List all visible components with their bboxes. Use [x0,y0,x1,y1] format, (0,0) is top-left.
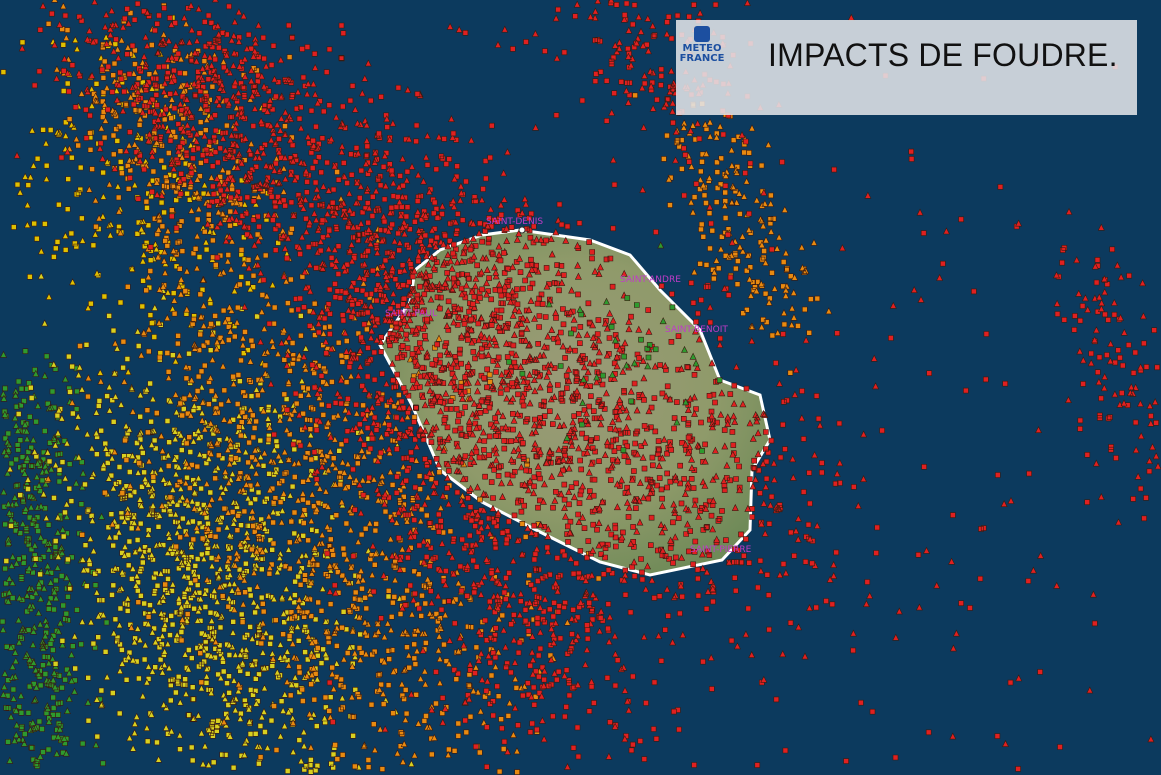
place-label: SAINT-DENIS [486,217,543,227]
logo-text: METEO FRANCE [679,43,725,64]
strike-markers [506,295,723,454]
strike-markers [225,0,1155,770]
strike-markers [1053,207,1161,500]
strike-markers [665,48,833,336]
strike-markers [44,140,571,765]
place-label: SAINT-BENOIT [665,325,728,335]
strike-markers [295,154,844,683]
title: IMPACTS DE FOUDRE. [768,37,1118,73]
strike-markers [266,162,682,770]
header: METEO FRANCE IMPACTS DE FOUDRE. [676,20,1137,115]
place-label: SAINT-PIERRE [690,545,752,555]
strike-markers [545,241,700,441]
strike-markers [177,12,1147,772]
strike-markers [1054,245,1160,502]
logo: METEO FRANCE [679,26,725,76]
place-label: SAINT-PAUL [385,309,437,319]
strike-markers [13,0,599,390]
place-labels: SAINT-DENIS SAINT-ANDRE SAINT-BENOIT SAI… [385,217,752,555]
strike-markers [0,350,106,764]
city-marker [518,226,526,234]
place-label: SAINT-ANDRE [620,275,681,285]
